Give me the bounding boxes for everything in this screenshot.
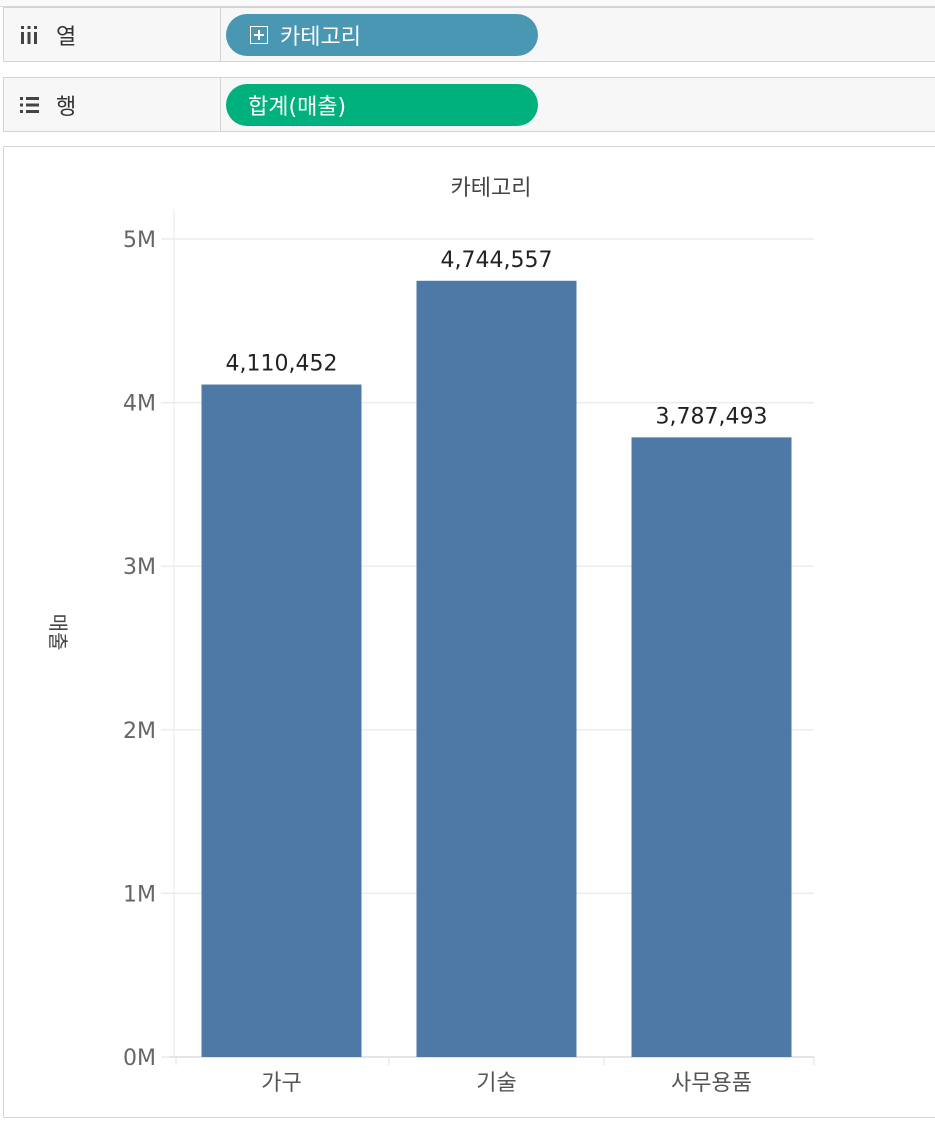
y-tick-label: 3M bbox=[123, 555, 156, 580]
data-label: 4,110,452 bbox=[226, 352, 338, 377]
sum-sales-pill[interactable]: 합계(매출) bbox=[226, 84, 538, 126]
sum-sales-pill-label: 합계(매출) bbox=[248, 95, 347, 120]
bar-2 bbox=[416, 280, 577, 1057]
y-tick-label: 1M bbox=[123, 882, 156, 907]
top-border bbox=[0, 0, 935, 7]
rows-shelf[interactable]: 행 합계(매출) bbox=[3, 77, 935, 132]
chart-panel: 카테고리 0M 1M 2M 3M 4M 5M 매출 4,110,452 가구 4,744,557 기술… bbox=[3, 146, 935, 1118]
data-label: 4,744,557 bbox=[441, 248, 553, 273]
y-tick-label: 5M bbox=[123, 228, 156, 253]
rows-shelf-label: 행 bbox=[4, 78, 221, 131]
columns-icon bbox=[21, 26, 37, 44]
category-pill[interactable]: 카테고리 bbox=[226, 14, 538, 56]
columns-shelf[interactable]: 열 카테고리 bbox=[3, 7, 935, 62]
x-tick-label: 가구 bbox=[261, 1071, 301, 1096]
x-tick-label: 기술 bbox=[476, 1071, 516, 1096]
bar-1 bbox=[201, 384, 362, 1058]
rows-list-icon bbox=[20, 97, 39, 113]
plus-box-icon[interactable] bbox=[250, 26, 268, 44]
bar-3 bbox=[631, 437, 792, 1057]
y-tick-label: 4M bbox=[123, 392, 156, 417]
columns-label: 열 bbox=[56, 24, 77, 50]
y-axis-label: 매출 bbox=[46, 614, 70, 651]
rows-label: 행 bbox=[56, 94, 77, 120]
data-label: 3,787,493 bbox=[656, 404, 768, 429]
category-pill-label: 카테고리 bbox=[280, 25, 361, 50]
chart-title: 카테고리 bbox=[451, 176, 532, 201]
y-tick-label: 2M bbox=[123, 719, 156, 744]
y-tick-label: 0M bbox=[123, 1046, 156, 1071]
x-tick-label: 사무용품 bbox=[671, 1071, 752, 1096]
columns-shelf-label: 열 bbox=[4, 8, 221, 61]
bar-chart: 카테고리 0M 1M 2M 3M 4M 5M 매출 4,110,452 가구 4,744,557 기술… bbox=[46, 176, 815, 1096]
